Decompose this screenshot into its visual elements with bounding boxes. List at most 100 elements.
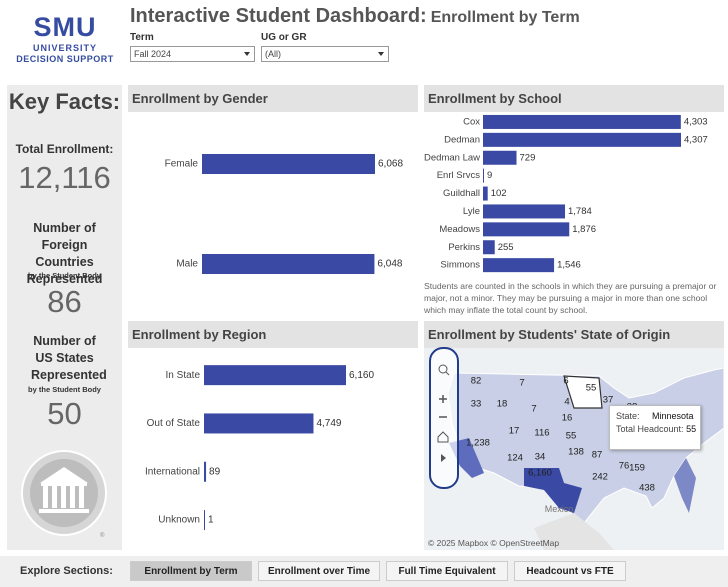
state-label: 242: [592, 472, 608, 483]
school-chart: Cox 4,303 Dedman 4,307 Dedman Law 729 Enrl Srv…: [424, 114, 708, 273]
seal-roof: [40, 467, 88, 483]
panel-title: Enrollment by Region: [128, 321, 418, 348]
category-label: Dedman: [444, 134, 480, 145]
state-label: 4: [564, 397, 569, 408]
state-label: 82: [471, 376, 482, 387]
value-label: 102: [491, 188, 507, 199]
pan-button[interactable]: [441, 454, 446, 462]
state-label: 159: [629, 463, 645, 474]
state-highlight: [563, 375, 603, 409]
state-label: 16: [562, 413, 573, 424]
value-label: 89: [209, 466, 221, 477]
logo-subtext: DECISION SUPPORT: [16, 54, 114, 64]
category-label: Out of State: [147, 418, 201, 429]
value-label: 9: [487, 170, 492, 181]
panel-title: Enrollment by Gender: [128, 85, 418, 112]
dropdown[interactable]: Fall 2024: [130, 46, 255, 62]
fact-label: Number of Foreign Countries Represented: [26, 221, 103, 286]
fact-value: 86: [47, 284, 82, 319]
tooltip-row: State: Minnesota: [616, 410, 700, 423]
value-label: 1,876: [572, 224, 596, 235]
fact-value: 50: [47, 396, 82, 431]
nav-label: Explore Sections:: [20, 565, 113, 577]
category-label: Cox: [463, 116, 480, 127]
bar: [483, 150, 517, 165]
nav-button[interactable]: Full Time Equivalent: [386, 561, 508, 581]
panel-title: Enrollment by School: [424, 85, 724, 112]
category-label: Perkins: [448, 242, 480, 253]
bar: [483, 168, 484, 183]
fact-note: by the Student Body: [28, 271, 101, 280]
value-label: 729: [520, 152, 536, 163]
subtitle: Enrollment by Term: [430, 9, 580, 26]
bar: [204, 413, 314, 434]
value-label: 4,307: [684, 134, 708, 145]
state-label: 55: [586, 383, 597, 394]
value-label: 1,784: [568, 206, 592, 217]
value-label: 4,303: [684, 116, 708, 127]
state-label: 6: [563, 376, 568, 387]
state-label: 438: [639, 483, 655, 494]
seal: ®: [21, 450, 107, 539]
map-panel: Enrollment by Students' State of Origin …: [424, 321, 724, 550]
category-label: Simmons: [440, 260, 480, 271]
category-label: Meadows: [439, 224, 480, 235]
category-label: International: [145, 466, 200, 477]
key-facts-title: Key Facts:: [8, 89, 121, 114]
category-label: Female: [165, 159, 199, 170]
seal-columns: [39, 483, 89, 513]
map-controls: [429, 347, 459, 489]
state-label: 6,160: [528, 468, 552, 479]
value-label: 6,160: [349, 370, 374, 381]
tooltip-row: Total Headcount: 55: [616, 423, 700, 436]
state-label: 76: [619, 461, 630, 472]
logo-text: SMU: [33, 12, 97, 42]
country-label: Mexico: [545, 504, 574, 514]
gender-panel: Enrollment by Gender Female 6,068 Male 6,04…: [128, 85, 418, 315]
category-label: Unknown: [158, 515, 200, 526]
school-note: Students are counted in the schools in w…: [424, 281, 717, 315]
category-label: In State: [166, 370, 201, 381]
bar: [483, 114, 681, 129]
fact-note: by the Student Body: [28, 385, 101, 394]
state-shape: [524, 468, 582, 513]
seal-mark: ®: [100, 532, 105, 539]
search-button[interactable]: [438, 364, 448, 374]
bar: [483, 132, 681, 147]
state-label: 124: [507, 453, 523, 464]
state-label: 7: [519, 378, 524, 389]
nav-button[interactable]: Headcount vs FTE: [514, 561, 626, 581]
bar: [483, 204, 566, 219]
value-label: 1: [208, 515, 214, 526]
fact-value: 12,116: [18, 160, 111, 195]
state-label: 18: [497, 399, 508, 410]
bar: [202, 254, 375, 274]
state-label: 7: [531, 404, 536, 415]
bar: [483, 258, 555, 273]
filter-label: Term: [130, 32, 154, 43]
zoom-in-button[interactable]: [439, 395, 447, 403]
nav-button[interactable]: Enrollment over Time: [258, 561, 380, 581]
bar: [202, 154, 375, 174]
state-label: 37: [603, 395, 614, 406]
value-label: 255: [498, 242, 514, 253]
gender-chart: Female 6,068 Male 6,048: [165, 154, 403, 274]
state-label: 55: [566, 431, 577, 442]
filter-label: UG or GR: [261, 32, 307, 43]
home-button[interactable]: [437, 431, 449, 443]
title-block: Interactive Student Dashboard: Enrollment…: [130, 5, 580, 28]
dropdown[interactable]: (All): [261, 46, 389, 62]
tooltip-value: Minnesota: [652, 411, 694, 421]
state-shape: [674, 458, 696, 513]
bar: [483, 240, 495, 255]
title: Interactive Student Dashboard:: [130, 5, 427, 27]
logo-subtext: UNIVERSITY: [32, 43, 97, 53]
value-label: 6,048: [377, 259, 402, 270]
tooltip-value: 55: [686, 424, 697, 434]
nav-button[interactable]: Enrollment by Term: [130, 561, 252, 581]
school-panel: Enrollment by School Cox 4,303 Dedman 4,307…: [424, 85, 724, 280]
tooltip-key: State:: [616, 411, 640, 421]
map-control-icons: [437, 364, 450, 462]
category-label: Male: [176, 259, 198, 270]
